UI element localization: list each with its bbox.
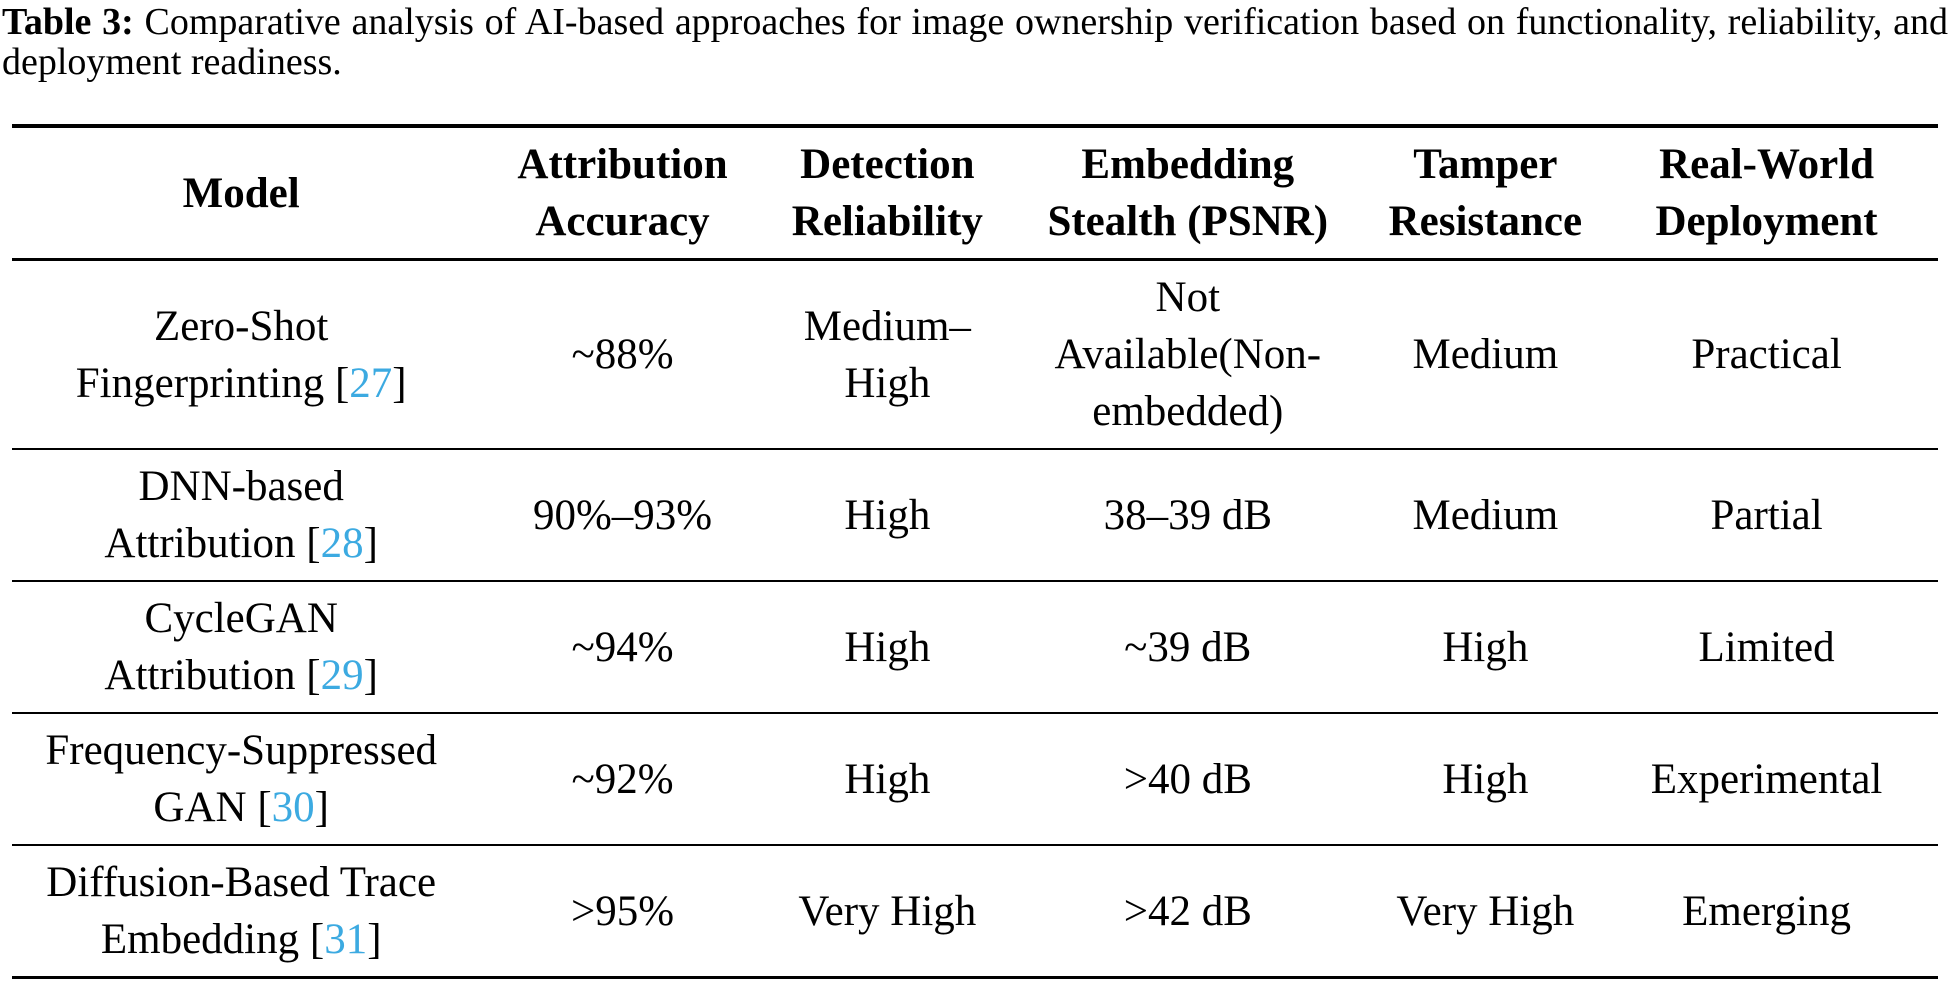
comparison-table: Model Attribution Accuracy Detection Relia…: [12, 124, 1938, 979]
detection-reliability-cell: High: [844, 623, 931, 671]
detection-reliability-cell: Medium– High: [803, 302, 971, 407]
citation-bracket: ]: [363, 652, 378, 699]
detection-reliability-cell: Very High: [798, 887, 977, 935]
citation-bracket: [: [334, 359, 350, 407]
col-header-embedding-stealth: Embedding Stealth (PSNR): [1047, 141, 1329, 245]
citation-bracket: ]: [363, 520, 378, 567]
tamper-resistance-cell: Very High: [1396, 887, 1575, 935]
detection-reliability-cell: High: [844, 491, 931, 539]
model-name: Zero-Shot Fingerprinting: [75, 302, 329, 407]
citation-bracket: [: [257, 784, 272, 831]
citation-bracket: [: [309, 916, 325, 963]
embedding-stealth-cell: Not Available(Non-embedded): [1054, 274, 1322, 435]
table-row-cyclegan-attribution: CycleGAN Attribution [29] ~94% High ~39 d…: [12, 581, 1938, 713]
table-row-frequency-suppressed-gan: Frequency-Suppressed GAN [30] ~92% High >…: [12, 713, 1938, 845]
tamper-resistance-cell: High: [1442, 623, 1529, 671]
model-name: CycleGAN Attribution: [104, 595, 338, 699]
citation-link[interactable]: 31: [324, 916, 368, 963]
tamper-resistance-cell: Medium: [1412, 491, 1559, 539]
citation-bracket: ]: [392, 359, 407, 407]
citation-bracket: [: [306, 652, 321, 699]
table-row-dnn-based-attribution: DNN-based Attribution [28] 90%–93% High 3…: [12, 449, 1938, 581]
model-name: Diffusion-Based Trace Embedding: [46, 859, 437, 963]
table-caption-label: Table 3:: [2, 1, 134, 43]
embedding-stealth-cell: >40 dB: [1123, 755, 1252, 803]
citation-link[interactable]: 30: [271, 784, 315, 831]
embedding-stealth-cell: 38–39 dB: [1103, 491, 1272, 539]
citation-bracket: [: [306, 520, 321, 567]
attribution-accuracy-cell: ~92%: [571, 755, 674, 803]
model-name: DNN-based Attribution: [104, 463, 344, 567]
model-cell: DNN-based Attribution [28]: [12, 449, 470, 581]
tamper-resistance-cell: High: [1442, 755, 1529, 803]
detection-reliability-cell: High: [844, 755, 931, 803]
real-world-deployment-cell: Practical: [1691, 331, 1842, 378]
table-row-diffusion-based-trace-embedding: Diffusion-Based Trace Embedding [31] >95%…: [12, 845, 1938, 978]
attribution-accuracy-cell: >95%: [570, 887, 675, 935]
real-world-deployment-cell: Emerging: [1682, 887, 1851, 935]
citation-link[interactable]: 29: [320, 652, 364, 699]
col-header-model: Model: [182, 169, 300, 217]
col-header-tamper-resistance: Tamper Resistance: [1388, 141, 1583, 245]
model-cell: Diffusion-Based Trace Embedding [31]: [12, 845, 470, 978]
citation-bracket: ]: [314, 784, 329, 831]
citation-link[interactable]: 27: [349, 359, 393, 407]
citation-bracket: ]: [367, 916, 382, 963]
attribution-accuracy-cell: ~94%: [571, 623, 674, 671]
attribution-accuracy-cell: 90%–93%: [532, 491, 713, 539]
model-cell: Frequency-Suppressed GAN [30]: [12, 713, 470, 845]
model-name: Frequency-Suppressed GAN: [45, 727, 438, 831]
real-world-deployment-cell: Limited: [1698, 623, 1835, 671]
col-header-real-world-deployment: Real-World Deployment: [1655, 141, 1878, 245]
tamper-resistance-cell: Medium: [1412, 331, 1559, 378]
embedding-stealth-cell: >42 dB: [1123, 887, 1252, 935]
table-caption: Table 3: Comparative analysis of AI-base…: [0, 0, 1950, 82]
embedding-stealth-cell: ~39 dB: [1124, 623, 1252, 671]
col-header-attribution-accuracy: Attribution Accuracy: [517, 141, 728, 245]
header-row: Model Attribution Accuracy Detection Relia…: [12, 126, 1938, 260]
col-header-detection-reliability: Detection Reliability: [791, 141, 983, 245]
table-caption-text: Comparative analysis of AI-based approac…: [2, 1, 1948, 83]
model-cell: Zero-Shot Fingerprinting [27]: [12, 260, 470, 450]
table-row-zero-shot-fingerprinting: Zero-Shot Fingerprinting [27] ~88% Medium…: [12, 260, 1938, 450]
attribution-accuracy-cell: ~88%: [571, 331, 674, 378]
model-cell: CycleGAN Attribution [29]: [12, 581, 470, 713]
citation-link[interactable]: 28: [320, 520, 364, 567]
real-world-deployment-cell: Partial: [1710, 491, 1823, 539]
real-world-deployment-cell: Experimental: [1650, 755, 1883, 803]
